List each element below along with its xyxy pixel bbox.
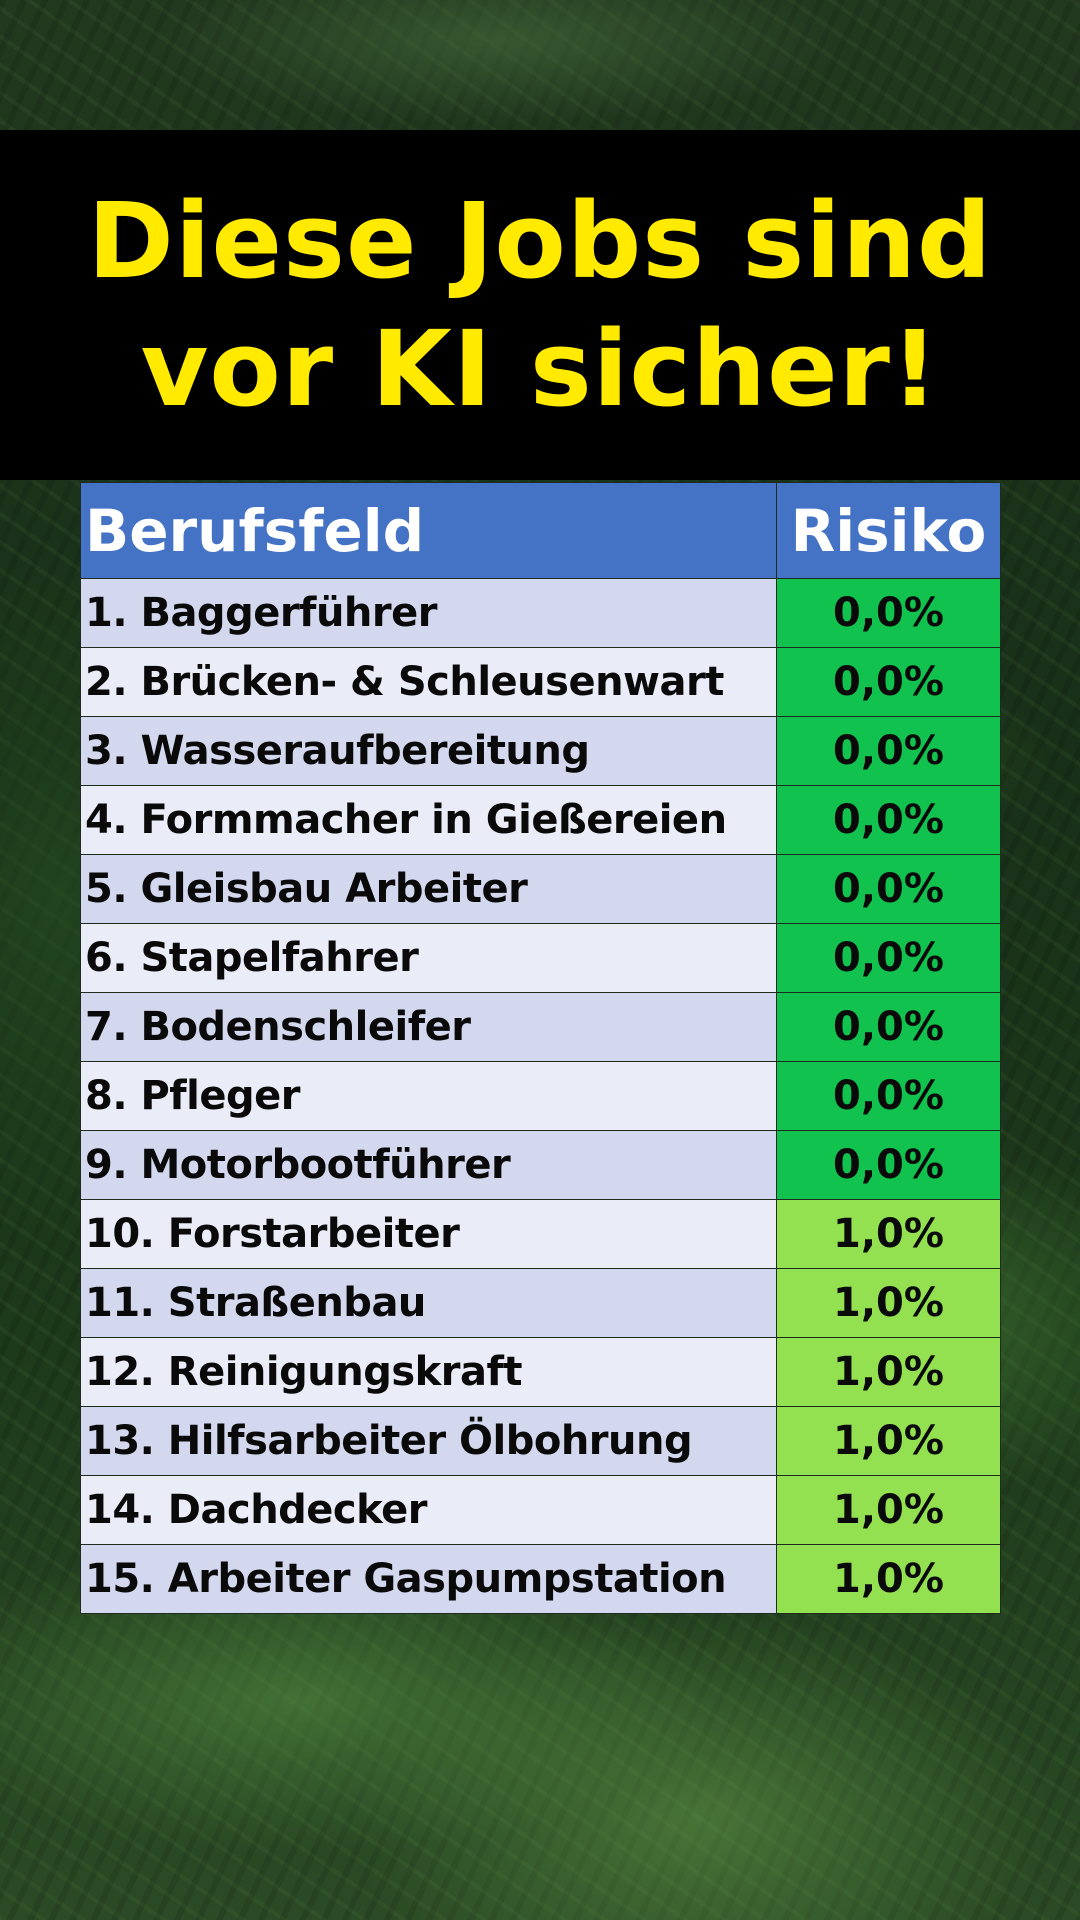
title-banner: Diese Jobs sind vor KI sicher!	[0, 130, 1080, 480]
job-name: 7. Bodenschleifer	[80, 992, 777, 1062]
risk-value: 0,0%	[776, 785, 1001, 855]
risk-value: 0,0%	[776, 992, 1001, 1062]
risk-value: 0,0%	[776, 854, 1001, 924]
title-line-2: vor KI sicher!	[140, 308, 940, 430]
job-name: 8. Pfleger	[80, 1061, 777, 1131]
job-name: 12. Reinigungskraft	[80, 1337, 777, 1407]
risk-value: 0,0%	[776, 578, 1001, 648]
table-row: 14. Dachdecker 1,0%	[80, 1475, 1001, 1545]
risk-value: 1,0%	[776, 1475, 1001, 1545]
table-row: 11. Straßenbau 1,0%	[80, 1268, 1001, 1338]
job-name: 2. Brücken- & Schleusenwart	[80, 647, 777, 717]
job-name: 13. Hilfsarbeiter Ölbohrung	[80, 1406, 777, 1476]
risk-value: 0,0%	[776, 716, 1001, 786]
job-name: 14. Dachdecker	[80, 1475, 777, 1545]
table-header-row: Berufsfeld Risiko	[80, 482, 1001, 579]
table-row: 2. Brücken- & Schleusenwart 0,0%	[80, 647, 1001, 717]
job-name: 5. Gleisbau Arbeiter	[80, 854, 777, 924]
job-name: 4. Formmacher in Gießereien	[80, 785, 777, 855]
risk-value: 0,0%	[776, 923, 1001, 993]
table-row: 3. Wasseraufbereitung 0,0%	[80, 716, 1001, 786]
table-row: 13. Hilfsarbeiter Ölbohrung 1,0%	[80, 1406, 1001, 1476]
job-name: 1. Baggerführer	[80, 578, 777, 648]
risk-value: 1,0%	[776, 1406, 1001, 1476]
job-name: 6. Stapelfahrer	[80, 923, 777, 993]
risk-value: 0,0%	[776, 647, 1001, 717]
job-name: 3. Wasseraufbereitung	[80, 716, 777, 786]
title-line-1: Diese Jobs sind	[87, 180, 993, 302]
risk-value: 1,0%	[776, 1199, 1001, 1269]
job-name: 15. Arbeiter Gaspumpstation	[80, 1544, 777, 1614]
table-row: 10. Forstarbeiter 1,0%	[80, 1199, 1001, 1269]
table-row: 9. Motorbootführer 0,0%	[80, 1130, 1001, 1200]
job-name: 9. Motorbootführer	[80, 1130, 777, 1200]
table-row: 1. Baggerführer 0,0%	[80, 578, 1001, 648]
risk-value: 1,0%	[776, 1268, 1001, 1338]
table-row: 15. Arbeiter Gaspumpstation 1,0%	[80, 1544, 1001, 1614]
table-row: 12. Reinigungskraft 1,0%	[80, 1337, 1001, 1407]
job-name: 11. Straßenbau	[80, 1268, 777, 1338]
risk-value: 1,0%	[776, 1337, 1001, 1407]
risk-value: 0,0%	[776, 1061, 1001, 1131]
table-row: 4. Formmacher in Gießereien 0,0%	[80, 785, 1001, 855]
header-berufsfeld: Berufsfeld	[80, 482, 777, 579]
table-row: 7. Bodenschleifer 0,0%	[80, 992, 1001, 1062]
table-row: 6. Stapelfahrer 0,0%	[80, 923, 1001, 993]
header-risiko: Risiko	[776, 482, 1001, 579]
job-name: 10. Forstarbeiter	[80, 1199, 777, 1269]
risk-value: 1,0%	[776, 1544, 1001, 1614]
table-row: 5. Gleisbau Arbeiter 0,0%	[80, 854, 1001, 924]
risk-value: 0,0%	[776, 1130, 1001, 1200]
table-row: 8. Pfleger 0,0%	[80, 1061, 1001, 1131]
job-risk-table: Berufsfeld Risiko 1. Baggerführer 0,0% 2…	[80, 482, 1001, 1614]
